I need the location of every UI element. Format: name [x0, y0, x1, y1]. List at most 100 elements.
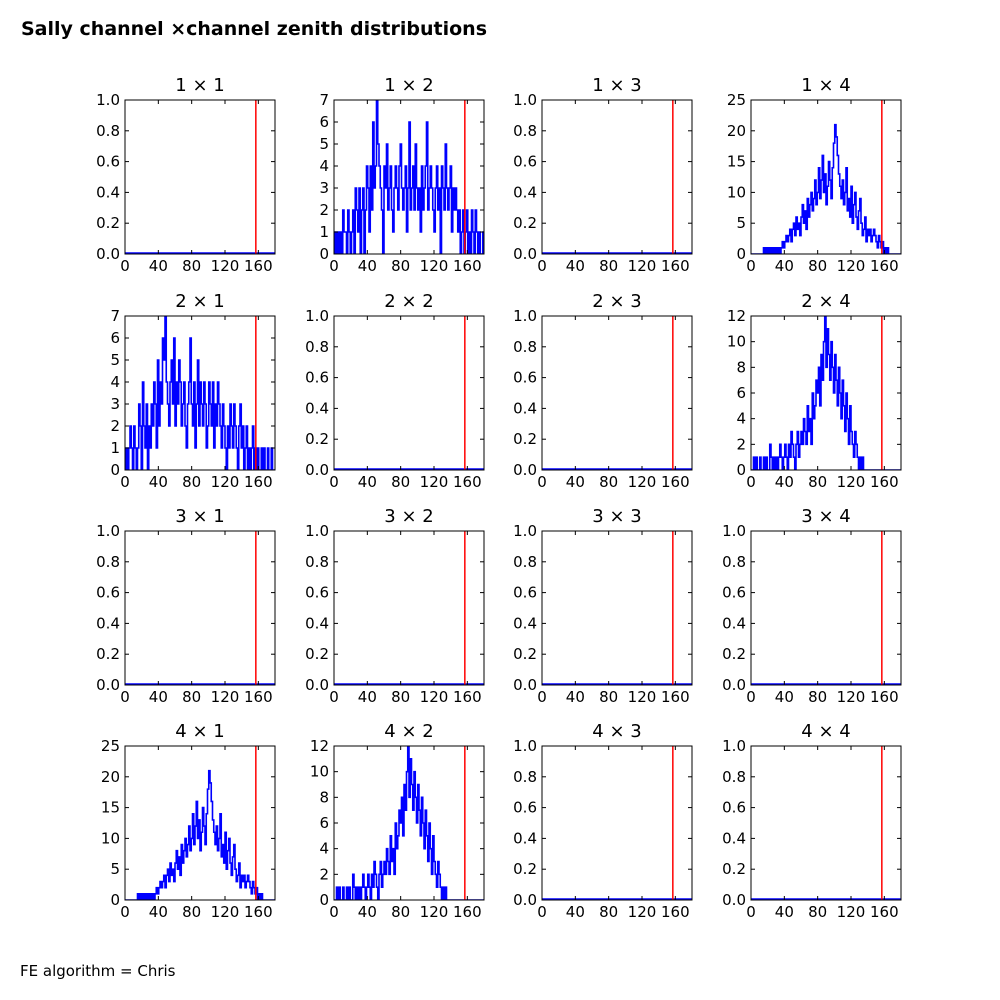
x-tick-label: 80	[391, 257, 410, 275]
y-tick-label: 12	[310, 737, 329, 755]
x-tick-label: 40	[358, 688, 377, 706]
y-tick-label: 0.6	[513, 153, 537, 171]
y-tick-label: 1.0	[96, 91, 120, 109]
y-tick-label: 10	[727, 183, 746, 201]
y-tick-label: 1	[319, 223, 329, 241]
x-tick-label: 0	[537, 903, 547, 921]
y-tick-label: 0.0	[305, 676, 329, 694]
x-tick-label: 120	[211, 688, 240, 706]
x-tick-label: 0	[746, 473, 756, 491]
x-tick-label: 40	[566, 473, 585, 491]
y-tick-label: 3	[110, 395, 120, 413]
y-tick-label: 5	[319, 135, 329, 153]
y-tick-label: 0.0	[513, 676, 537, 694]
y-tick-label: 0.6	[96, 584, 120, 602]
y-tick-label: 4	[110, 373, 120, 391]
x-tick-label: 160	[453, 473, 482, 491]
y-tick-label: 6	[319, 113, 329, 131]
y-tick-label: 0.2	[513, 645, 537, 663]
x-tick-label: 80	[391, 473, 410, 491]
y-tick-label: 0.4	[513, 829, 537, 847]
axes-frame	[541, 745, 693, 901]
footer-note: FE algorithm = Chris	[20, 962, 176, 980]
x-tick-label: 160	[244, 473, 273, 491]
subplot-title: 3 × 1	[175, 506, 224, 527]
x-tick-label: 40	[358, 903, 377, 921]
x-tick-label: 120	[420, 257, 449, 275]
y-tick-label: 0.6	[96, 153, 120, 171]
subplot-4-1: 4 × 1 0 40 80 120 160 0 5 10 15 20 25	[101, 721, 276, 921]
y-tick-label: 8	[319, 788, 329, 806]
y-tick-label: 0.4	[513, 183, 537, 201]
y-tick-label: 0.4	[513, 614, 537, 632]
y-tick-label: 2	[319, 201, 329, 219]
x-tick-label: 40	[358, 473, 377, 491]
x-tick-label: 80	[599, 257, 618, 275]
axes-frame	[541, 315, 693, 471]
subplot-title: 1 × 4	[801, 75, 850, 96]
y-tick-label: 0.4	[96, 614, 120, 632]
x-tick-label: 40	[775, 903, 794, 921]
x-tick-label: 0	[329, 473, 339, 491]
subplot-title: 1 × 3	[592, 75, 641, 96]
subplot-2-3: 2 × 3 0 40 80 120 160 0.0 0.2 0.4 0.6 0.8 1.0	[513, 291, 693, 491]
y-tick-label: 0.8	[96, 122, 120, 140]
subplot-title: 2 × 2	[384, 291, 433, 312]
y-tick-label: 2	[110, 417, 120, 435]
y-tick-label: 0.6	[513, 799, 537, 817]
x-tick-label: 160	[870, 688, 899, 706]
axes-frame	[541, 530, 693, 686]
y-tick-label: 4	[736, 410, 746, 428]
x-tick-label: 120	[628, 257, 657, 275]
subplot-title: 1 × 1	[175, 75, 224, 96]
x-tick-label: 120	[628, 473, 657, 491]
subplot-3-1: 3 × 1 0 40 80 120 160 0.0 0.2 0.4 0.6 0.8 1.0	[96, 506, 276, 706]
x-tick-label: 80	[182, 473, 201, 491]
subplot-title: 3 × 3	[592, 506, 641, 527]
y-tick-label: 0.2	[722, 860, 746, 878]
y-tick-label: 0.0	[513, 891, 537, 909]
histogram-series	[751, 123, 901, 254]
x-tick-label: 0	[746, 688, 756, 706]
x-tick-label: 160	[244, 257, 273, 275]
x-tick-label: 120	[628, 688, 657, 706]
y-tick-label: 0.4	[722, 829, 746, 847]
y-tick-label: 5	[736, 214, 746, 232]
x-tick-label: 80	[808, 257, 827, 275]
x-tick-label: 160	[661, 903, 690, 921]
y-tick-label: 4	[319, 157, 329, 175]
y-tick-label: 0.4	[305, 399, 329, 417]
x-tick-label: 160	[661, 473, 690, 491]
x-tick-label: 80	[808, 688, 827, 706]
x-tick-label: 80	[808, 903, 827, 921]
x-tick-label: 80	[599, 903, 618, 921]
x-tick-label: 0	[120, 257, 130, 275]
y-tick-label: 0.4	[96, 183, 120, 201]
x-tick-label: 0	[120, 688, 130, 706]
subplot-2-2: 2 × 2 0 40 80 120 160 0.0 0.2 0.4 0.6 0.8 1.0	[305, 291, 485, 491]
subplot-3-2: 3 × 2 0 40 80 120 160 0.0 0.2 0.4 0.6 0.8 1.0	[305, 506, 485, 706]
x-tick-label: 40	[775, 257, 794, 275]
x-tick-label: 120	[837, 257, 866, 275]
axes-frame	[124, 745, 276, 901]
subplot-title: 2 × 3	[592, 291, 641, 312]
y-tick-label: 0.6	[305, 369, 329, 387]
x-tick-label: 160	[870, 903, 899, 921]
histogram-series	[334, 100, 484, 254]
histogram-series	[125, 769, 275, 900]
subplot-2-4: 2 × 4 0 40 80 120 160 0 2 4 6 8 10 12	[727, 291, 902, 491]
subplot-title: 2 × 1	[175, 291, 224, 312]
x-tick-label: 120	[211, 473, 240, 491]
y-tick-label: 20	[101, 768, 120, 786]
y-tick-label: 7	[110, 307, 120, 325]
axes-frame	[333, 99, 485, 255]
y-tick-label: 0.2	[722, 645, 746, 663]
y-tick-label: 25	[101, 737, 120, 755]
x-tick-label: 120	[837, 688, 866, 706]
x-tick-label: 80	[391, 903, 410, 921]
y-tick-label: 0.2	[305, 645, 329, 663]
y-tick-label: 5	[110, 860, 120, 878]
y-tick-label: 15	[727, 153, 746, 171]
